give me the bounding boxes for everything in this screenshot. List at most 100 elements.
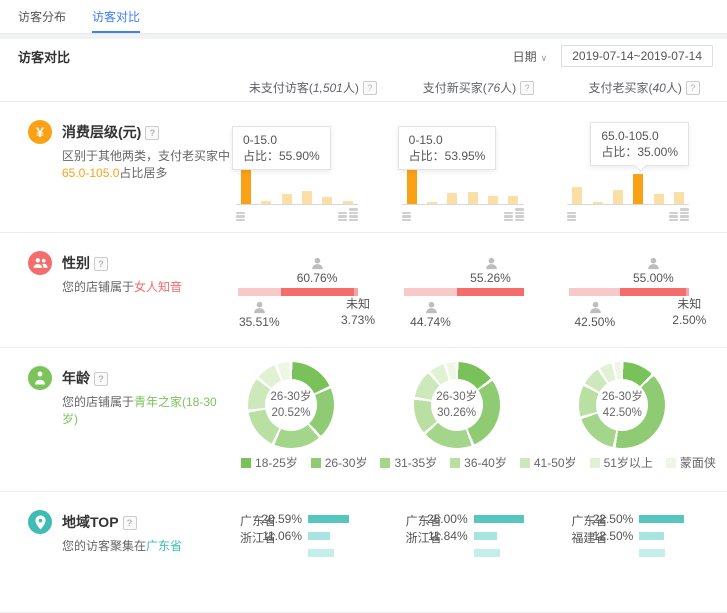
bar[interactable] (488, 196, 499, 204)
female-bar-segment[interactable] (457, 288, 524, 296)
female-bar-segment[interactable] (280, 288, 354, 296)
bar[interactable] (447, 192, 458, 204)
bar[interactable] (508, 195, 519, 204)
male-percent: 44.74% (410, 315, 451, 329)
bar[interactable] (322, 197, 333, 204)
age-donut-chart[interactable]: 26-30岁 30.26% (413, 362, 500, 448)
province-name: 广东省 (405, 514, 442, 528)
province-name: 浙江省 (240, 531, 277, 545)
bar[interactable] (342, 200, 353, 204)
donut-center-percent: 30.26% (437, 407, 477, 419)
donut-center-age: 26-30岁 (601, 391, 643, 403)
legend-swatch-icon (665, 457, 676, 468)
bar[interactable] (674, 192, 685, 204)
legend-item[interactable]: 31-35岁 (380, 454, 437, 471)
bar[interactable] (572, 187, 583, 204)
bar[interactable] (653, 193, 664, 204)
male-bar-segment[interactable] (569, 288, 621, 296)
region-list-new-buyers: 广东省 25.00% 浙江省 11.84% (396, 492, 562, 612)
help-icon[interactable]: ? (94, 257, 108, 271)
help-icon[interactable]: ? (145, 126, 160, 140)
help-icon[interactable]: ? (362, 80, 377, 95)
region-bar[interactable] (639, 532, 665, 540)
gender-title: 性别? (62, 253, 182, 273)
female-percent: 55.26% (470, 271, 511, 285)
gender-desc: 您的店铺属于女人知音 (62, 280, 183, 294)
column-header-unpaid-visitors: 未支付访客(1,501人)? (230, 79, 396, 96)
bar[interactable] (302, 191, 313, 204)
help-icon[interactable]: ? (94, 372, 108, 386)
age-donut-chart[interactable]: 26-30岁 20.52% (248, 362, 334, 448)
region-bar[interactable] (308, 515, 350, 523)
region-bar[interactable] (473, 549, 500, 557)
gender-bar (238, 288, 358, 296)
bar[interactable] (592, 202, 603, 204)
male-bar-segment[interactable] (238, 288, 281, 296)
female-icon (310, 256, 325, 271)
person-icon (35, 371, 45, 385)
donut-center-label: 26-30岁 30.26% (430, 379, 483, 431)
unpaid-count: 1,501 (312, 80, 343, 95)
unknown-text: 未知 (677, 297, 702, 311)
content-header: 访客对比 日期 ∨ 2019-07-14~2019-07-14 (0, 39, 727, 73)
unknown-bar-segment[interactable] (353, 288, 358, 296)
date-type-dropdown[interactable]: 日期 ∨ (513, 48, 548, 65)
region-bar[interactable] (639, 515, 685, 523)
province-percent: 20.59% (261, 512, 302, 526)
region-bar[interactable] (639, 549, 666, 557)
legend-item[interactable]: 18-25岁 (241, 454, 298, 471)
legend-item[interactable]: 蒙面侠 (665, 454, 716, 471)
region-bar[interactable] (308, 532, 331, 540)
chevron-down-icon: ∨ (540, 52, 548, 63)
bar[interactable] (633, 174, 644, 204)
age-donut-new-buyers: 26-30岁 30.26% (396, 348, 562, 491)
bar[interactable] (613, 189, 624, 204)
chart-tooltip: 0-15.0 占比：55.90% (232, 126, 331, 170)
legend-item[interactable]: 41-50岁 (519, 454, 577, 471)
legend-item[interactable]: 51岁以上 (589, 454, 653, 471)
age-donut-chart[interactable]: 26-30岁 42.50% (579, 362, 666, 448)
tab-visitor-compare[interactable]: 访客对比 (92, 0, 141, 33)
bar[interactable] (261, 200, 272, 204)
coin-stack-icon (503, 211, 513, 221)
region-bar[interactable] (473, 515, 524, 523)
legend-swatch-icon (380, 457, 391, 468)
female-bar-segment[interactable] (620, 288, 687, 296)
bar[interactable] (281, 193, 292, 204)
region-bar[interactable] (308, 549, 334, 557)
province-name: 广东省 (571, 514, 608, 528)
help-icon[interactable]: ? (122, 516, 137, 530)
tab-visitor-distribution[interactable]: 访客分布 (18, 10, 67, 24)
donut-center-percent: 42.50% (602, 407, 642, 419)
region-bar[interactable] (473, 532, 498, 540)
province-percent: 11.06% (262, 529, 302, 543)
region-highlight: 广东省 (146, 539, 183, 553)
legend-label: 51岁以上 (603, 456, 653, 470)
top-tab-bar: 访客分布 访客对比 (0, 0, 727, 34)
bar[interactable] (427, 202, 438, 204)
male-icon (588, 300, 603, 315)
bar[interactable] (467, 192, 478, 204)
gender-highlight: 女人知音 (134, 280, 183, 294)
unknown-bar-segment[interactable] (686, 288, 690, 296)
date-range-picker[interactable]: 2019-07-14~2019-07-14 (561, 45, 713, 67)
date-type-label: 日期 (512, 49, 537, 64)
gender-chart-new-buyers: 55.26% 44.74% (396, 233, 562, 347)
province-name: 广东省 (240, 514, 277, 528)
help-icon[interactable]: ? (520, 80, 535, 95)
province-percent: 25.00% (426, 512, 468, 526)
consume-chart-unpaid: 0-15.0 占比：55.90% (230, 102, 396, 232)
legend-item[interactable]: 36-40岁 (450, 454, 507, 471)
male-bar-segment[interactable] (403, 288, 458, 296)
region-icon (28, 510, 52, 534)
bar[interactable] (241, 156, 252, 204)
help-icon[interactable]: ? (685, 80, 700, 95)
price-scale (401, 208, 524, 221)
province-percent: 11.84% (427, 529, 468, 543)
row-gender: 性别? 您的店铺属于女人知音 60.76% 35.51% 未知 3.73% 55.26… (0, 233, 727, 348)
price-scale (567, 208, 690, 221)
consume-chart-old-buyers: 65.0-105.0 占比：35.00% (561, 102, 727, 232)
chart-tooltip: 0-15.0 占比：53.95% (397, 126, 497, 170)
legend-item[interactable]: 26-30岁 (310, 454, 367, 471)
bar[interactable] (406, 158, 417, 204)
